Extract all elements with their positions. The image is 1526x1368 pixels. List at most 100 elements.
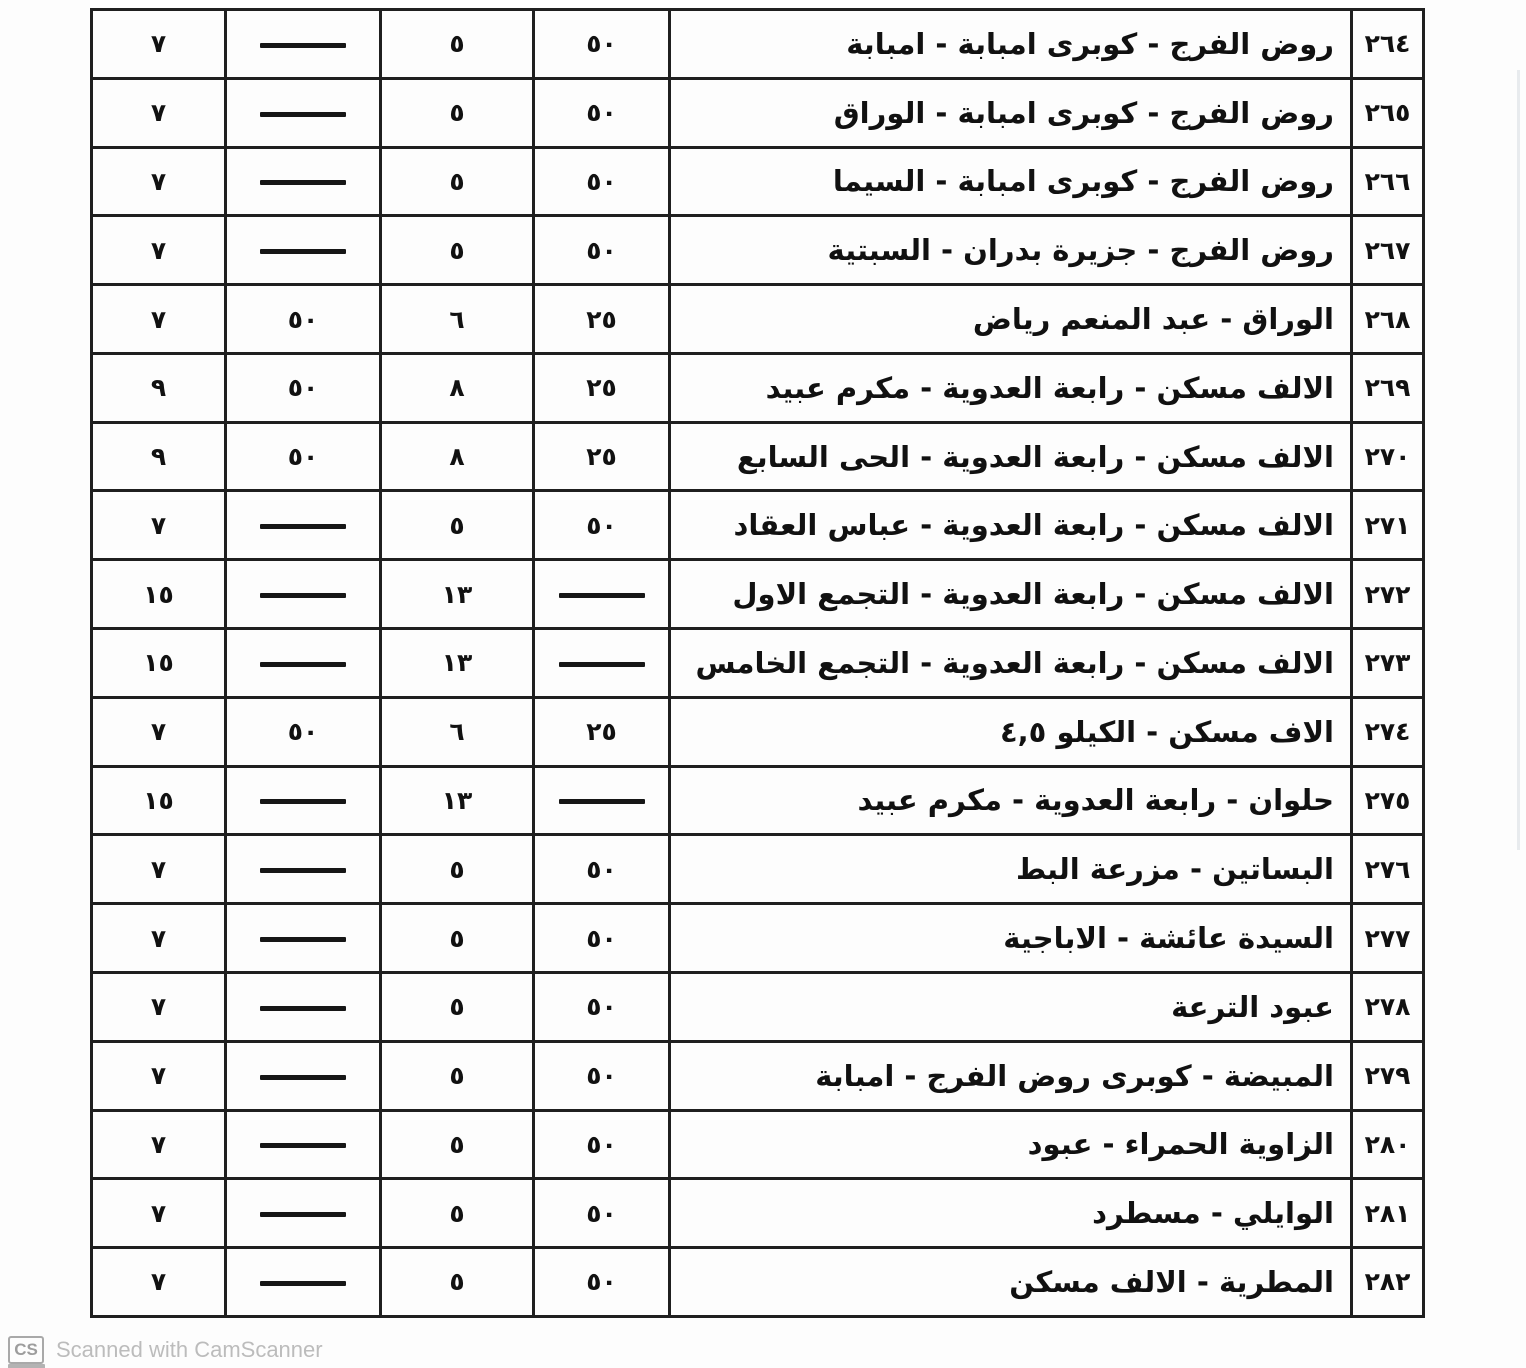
table-row: ٢٧٠ الالف مسكن - رابعة العدوية - الحى الس…: [90, 420, 1425, 493]
route-number-cell: ٢٧٩: [1350, 1039, 1425, 1112]
route-number-cell: ٢٦٤: [1350, 8, 1425, 80]
dash-mark: [260, 111, 346, 117]
fare-cell: ٧: [90, 283, 227, 355]
fare-cell: ٧: [90, 489, 227, 562]
route-name-cell: الاف مسكن - الكيلو ٤,٥: [668, 695, 1353, 768]
fare-cell: ١٥: [90, 627, 227, 699]
dash-mark: [260, 42, 346, 48]
route-name-cell: الالف مسكن - رابعة العدوية - التجمع الاو…: [668, 558, 1353, 631]
fare-cell: ٥٠: [532, 489, 671, 562]
table-row: ٢٨٢ المطرية - الالف مسكن ٥٠ ٥ ٧: [90, 1246, 1425, 1318]
fare-cell: ١٣: [379, 558, 535, 631]
route-number-cell: ٢٧٠: [1350, 420, 1425, 493]
dash-mark: [260, 1005, 346, 1011]
table-row: ٢٦٩ الالف مسكن - رابعة العدوية - مكرم عبي…: [90, 351, 1425, 424]
fare-cell: [224, 214, 382, 287]
route-number-cell: ٢٧٤: [1350, 695, 1425, 768]
route-number-cell: ٢٧٥: [1350, 764, 1425, 837]
fare-cell: ٢٥: [532, 695, 671, 768]
fare-cell: ٧: [90, 8, 227, 80]
fare-cell: [224, 489, 382, 562]
fare-cell: ٢٥: [532, 351, 671, 424]
fare-cell: ٧: [90, 214, 227, 287]
fare-cell: ٥٠: [532, 1246, 671, 1318]
table-row: ٢٧٨ عبود الترعة ٥٠ ٥ ٧: [90, 970, 1425, 1043]
route-name-cell: الزاوية الحمراء - عبود: [668, 1108, 1353, 1181]
fare-cell: ٥: [379, 76, 535, 149]
fare-cell: ٧: [90, 902, 227, 974]
fare-cell: ٥٠: [532, 8, 671, 80]
route-name-cell: حلوان - رابعة العدوية - مكرم عبيد: [668, 764, 1353, 837]
fare-cell: ٧: [90, 1177, 227, 1250]
fare-cell: [224, 1108, 382, 1181]
fare-cell: ٥: [379, 1039, 535, 1112]
route-name-cell: السيدة عائشة - الاباجية: [668, 902, 1353, 974]
fare-cell: ٧: [90, 833, 227, 906]
fare-cell: ٧: [90, 76, 227, 149]
fare-cell: ١٥: [90, 558, 227, 631]
fare-cell: ٥٠: [224, 420, 382, 493]
fare-cell: ٥٠: [532, 970, 671, 1043]
dash-mark: [558, 593, 645, 599]
camscanner-logo-icon: CS: [7, 1336, 45, 1368]
table-row: ٢٧٢ الالف مسكن - رابعة العدوية - التجمع ا…: [90, 558, 1425, 631]
fare-cell: ٢٥: [532, 420, 671, 493]
dash-mark: [260, 593, 346, 599]
fare-cell: ٧: [90, 695, 227, 768]
fare-cell: ٥٠: [532, 214, 671, 287]
table-row: ٢٨١ الوايلي - مسطرد ٥٠ ٥ ٧: [90, 1177, 1425, 1250]
route-number-cell: ٢٨١: [1350, 1177, 1425, 1250]
fare-cell: ١٣: [379, 764, 535, 837]
table-row: ٢٧٦ البساتين - مزرعة البط ٥٠ ٥ ٧: [90, 833, 1425, 906]
dash-mark: [260, 868, 346, 874]
fare-cell: ١٣: [379, 627, 535, 699]
fare-cell: ٨: [379, 420, 535, 493]
fare-cell: ٦: [379, 695, 535, 768]
table-row: ٢٨٠ الزاوية الحمراء - عبود ٥٠ ٥ ٧: [90, 1108, 1425, 1181]
fare-cell: ٥: [379, 489, 535, 562]
fare-cell: [224, 1039, 382, 1112]
fare-cell: ٥: [379, 145, 535, 218]
fare-cell: [224, 764, 382, 837]
fare-cell: ٧: [90, 1039, 227, 1112]
camscanner-watermark: CS Scanned with CamScanner: [7, 1336, 323, 1368]
fare-cell: ٥: [379, 1246, 535, 1318]
fare-cell: ٥٠: [532, 833, 671, 906]
fare-cell: [532, 764, 671, 837]
fare-cell: ٥: [379, 833, 535, 906]
table-row: ٢٧١ الالف مسكن - رابعة العدوية - عباس الع…: [90, 489, 1425, 562]
route-number-cell: ٢٦٥: [1350, 76, 1425, 149]
route-name-cell: البساتين - مزرعة البط: [668, 833, 1353, 906]
route-number-cell: ٢٧٢: [1350, 558, 1425, 631]
route-number-cell: ٢٧٣: [1350, 627, 1425, 699]
fare-cell: ٥: [379, 1177, 535, 1250]
fare-cell: [224, 970, 382, 1043]
route-number-cell: ٢٧١: [1350, 489, 1425, 562]
fare-cell: [224, 76, 382, 149]
route-name-cell: روض الفرج - كوبرى امبابة - السيما: [668, 145, 1353, 218]
fare-cell: ٩: [90, 420, 227, 493]
table-row: ٢٦٤ روض الفرج - كوبرى امبابة - امبابة ٥٠ ٥ ٧: [90, 8, 1425, 80]
fare-cell: ٥٠: [532, 1039, 671, 1112]
dash-mark: [260, 1212, 346, 1218]
fare-cell: [224, 1177, 382, 1250]
bus-fares-table: ٢٦٤ روض الفرج - كوبرى امبابة - امبابة ٥٠ ٥ ٧…: [90, 8, 1425, 1318]
route-name-cell: الالف مسكن - رابعة العدوية - الحى السابع: [668, 420, 1353, 493]
route-number-cell: ٢٦٦: [1350, 145, 1425, 218]
fare-cell: ٧: [90, 145, 227, 218]
route-number-cell: ٢٧٧: [1350, 902, 1425, 974]
dash-mark: [260, 1143, 346, 1149]
fare-cell: ٧: [90, 1246, 227, 1318]
fare-cell: ٥٠: [224, 351, 382, 424]
fare-cell: ٩: [90, 351, 227, 424]
route-name-cell: روض الفرج - جزيرة بدران - السبتية: [668, 214, 1353, 287]
route-name-cell: المطرية - الالف مسكن: [668, 1246, 1353, 1318]
route-name-cell: روض الفرج - كوبرى امبابة - الوراق: [668, 76, 1353, 149]
table-row: ٢٦٥ روض الفرج - كوبرى امبابة - الوراق ٥٠ ٥ ٧: [90, 76, 1425, 149]
dash-mark: [260, 661, 346, 667]
fare-cell: [224, 145, 382, 218]
route-name-cell: الوايلي - مسطرد: [668, 1177, 1353, 1250]
dash-mark: [260, 1280, 346, 1286]
fare-cell: ٥٠: [532, 1108, 671, 1181]
